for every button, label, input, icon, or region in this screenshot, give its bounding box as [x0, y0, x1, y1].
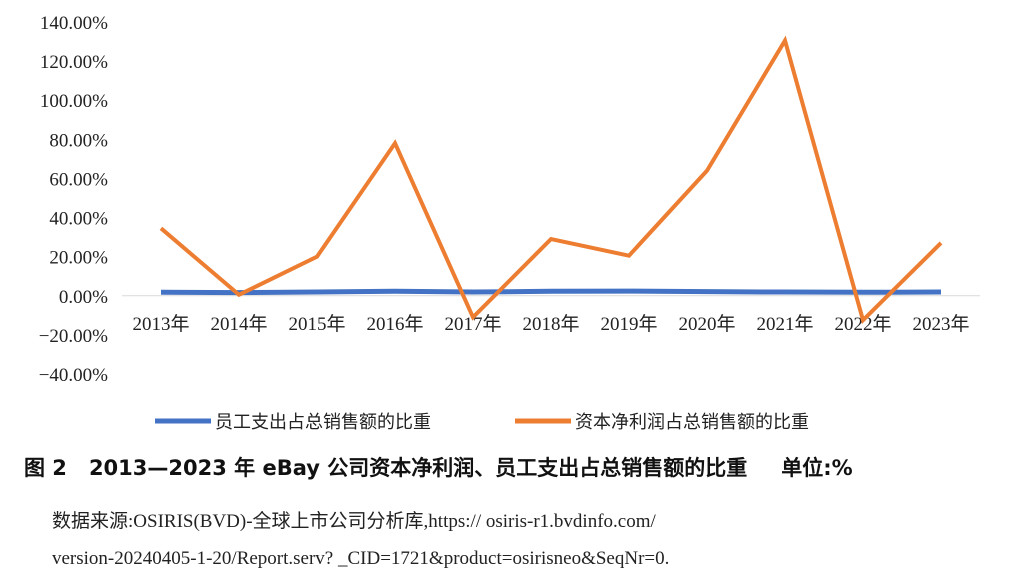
y-tick-label: 140.00%	[40, 13, 108, 34]
y-tick-label: −20.00%	[39, 326, 108, 347]
y-tick-label: 20.00%	[49, 248, 108, 269]
figure-unit: 单位:%	[781, 456, 853, 480]
y-tick-label: 120.00%	[40, 52, 108, 73]
y-tick-label: 80.00%	[49, 130, 108, 151]
x-tick-label: 2023年	[912, 313, 969, 335]
x-tick-label: 2016年	[366, 313, 423, 335]
x-axis-tick-labels: 2013年 2014年 2015年 2016年 2017年 2018年 2019年 2020年…	[132, 313, 969, 335]
legend: 员工支出占总销售额的比重 资本净利润占总销售额的比重	[155, 412, 809, 433]
legend-label-1: 员工支出占总销售额的比重	[215, 412, 431, 433]
y-tick-label: 100.00%	[40, 91, 108, 112]
figure-title: 2013—2023 年 eBay 公司资本净利润、员工支出占总销售额的比重	[88, 456, 748, 480]
x-tick-label: 2022年	[834, 313, 891, 335]
series-line-2	[159, 35, 943, 325]
series-lines	[159, 35, 943, 325]
series-line-1	[160, 288, 942, 296]
x-tick-label: 2020年	[678, 313, 735, 335]
x-tick-label: 2018年	[522, 313, 579, 335]
x-tick-label: 2019年	[600, 313, 657, 335]
y-tick-label: 0.00%	[59, 287, 108, 308]
y-tick-label: 40.00%	[49, 209, 108, 230]
y-tick-label: 60.00%	[49, 169, 108, 190]
line-chart: 140.00% 120.00% 100.00% 80.00% 60.00% 40.00% 2…	[39, 13, 980, 433]
y-axis-tick-labels: 140.00% 120.00% 100.00% 80.00% 60.00% 40.00% 2…	[39, 13, 108, 386]
x-tick-label: 2015年	[288, 313, 345, 335]
legend-label-2: 资本净利润占总销售额的比重	[575, 412, 809, 433]
data-source-line-2: version-20240405-1-20/Report.serv? _CID=…	[52, 548, 670, 569]
figure-number: 图 2	[24, 456, 67, 480]
x-tick-label: 2014年	[210, 313, 267, 335]
y-tick-label: −40.00%	[39, 365, 108, 386]
x-tick-label: 2013年	[132, 313, 189, 335]
x-tick-label: 2021年	[756, 313, 813, 335]
figure-caption: 图 2 2013—2023 年 eBay 公司资本净利润、员工支出占总销售额的比重…	[24, 452, 1004, 482]
x-tick-label: 2017年	[444, 313, 501, 335]
data-source-line-1: 数据来源:OSIRIS(BVD)-全球上市公司分析库,https:// osir…	[52, 511, 656, 532]
